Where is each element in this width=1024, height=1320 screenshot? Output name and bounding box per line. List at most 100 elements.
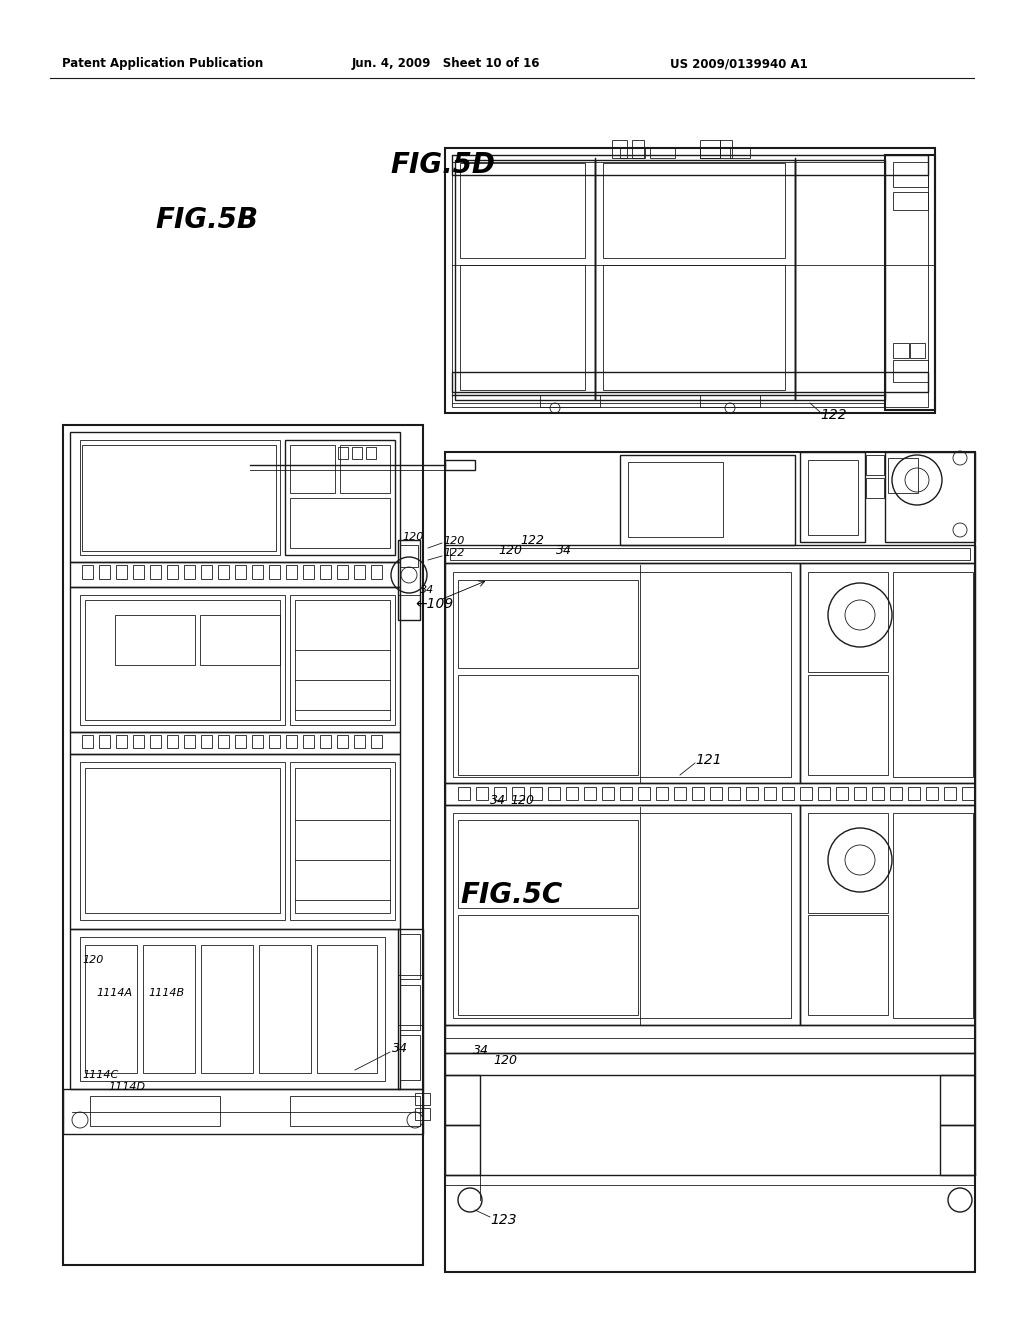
Bar [63, 1089, 423, 1134]
Bar [926, 787, 938, 800]
Bar [259, 945, 311, 1073]
Bar [290, 595, 395, 725]
Bar [319, 565, 331, 579]
Text: FIG.5D: FIG.5D [390, 150, 495, 180]
Bar [548, 787, 560, 800]
Bar [99, 565, 110, 579]
Bar [303, 735, 314, 748]
Bar [450, 548, 970, 560]
Bar [800, 451, 865, 543]
Bar [445, 1053, 975, 1074]
Bar [808, 675, 888, 775]
Bar [252, 735, 263, 748]
Bar [455, 160, 595, 400]
Bar [458, 915, 638, 1015]
Text: 34: 34 [473, 1044, 489, 1056]
Bar [458, 579, 638, 668]
Text: 120: 120 [82, 954, 103, 965]
Bar [910, 343, 925, 358]
Bar [603, 265, 785, 389]
Bar [70, 562, 400, 587]
Text: 122: 122 [820, 408, 847, 422]
Bar [650, 148, 675, 158]
Bar [452, 154, 928, 407]
Bar [371, 735, 382, 748]
Bar [286, 735, 297, 748]
Bar [808, 459, 858, 535]
Bar [286, 565, 297, 579]
Bar [888, 458, 918, 492]
Bar [628, 462, 723, 537]
Bar [674, 787, 686, 800]
Bar [728, 787, 740, 800]
Bar [746, 787, 758, 800]
Bar [80, 937, 385, 1081]
Text: 120: 120 [402, 532, 423, 543]
Bar [620, 148, 645, 158]
Bar [70, 733, 400, 754]
Bar [80, 595, 285, 725]
Bar [764, 787, 776, 800]
Bar [893, 162, 928, 187]
Bar [290, 498, 390, 548]
Bar [494, 787, 506, 800]
Bar [85, 601, 280, 719]
Bar [133, 735, 144, 748]
Bar [512, 787, 524, 800]
Bar [700, 395, 760, 407]
Bar [530, 787, 542, 800]
Text: Patent Application Publication: Patent Application Publication [62, 58, 263, 70]
Bar [70, 754, 400, 929]
Bar [116, 565, 127, 579]
Bar [452, 154, 928, 176]
Bar [782, 787, 794, 800]
Bar [398, 929, 423, 1089]
Text: 122: 122 [443, 548, 464, 558]
Bar [893, 360, 928, 381]
Bar [445, 783, 975, 805]
Bar [795, 160, 885, 400]
Bar [82, 445, 276, 550]
Bar [366, 447, 376, 459]
Bar [893, 191, 928, 210]
Bar [700, 140, 720, 158]
Text: 1114A: 1114A [96, 987, 132, 998]
Bar [445, 564, 800, 783]
Bar [808, 915, 888, 1015]
Text: ←109: ←109 [415, 597, 454, 611]
Bar [800, 805, 975, 1026]
Bar [354, 565, 365, 579]
Bar [400, 1035, 420, 1080]
Text: 1114C: 1114C [82, 1071, 118, 1080]
Text: 123: 123 [490, 1213, 517, 1228]
Bar [269, 565, 280, 579]
Bar [133, 565, 144, 579]
Bar [458, 787, 470, 800]
Bar [415, 1093, 430, 1105]
Bar [885, 154, 935, 411]
Bar [476, 787, 488, 800]
Bar [854, 787, 866, 800]
Bar [295, 601, 390, 719]
Bar [453, 813, 791, 1018]
Bar [184, 565, 195, 579]
Bar [317, 945, 377, 1073]
Bar [800, 564, 975, 783]
Bar [730, 148, 750, 158]
Bar [445, 451, 975, 1272]
Text: 120: 120 [493, 1053, 517, 1067]
Bar [638, 787, 650, 800]
Bar [319, 735, 331, 748]
Bar [885, 451, 975, 543]
Bar [818, 787, 830, 800]
Bar [371, 565, 382, 579]
Bar [612, 140, 627, 158]
Bar [184, 735, 195, 748]
Bar [460, 265, 585, 389]
Bar [603, 162, 785, 257]
Bar [445, 1026, 975, 1053]
Bar [808, 813, 888, 913]
Bar [720, 140, 732, 158]
Bar [85, 945, 137, 1073]
Bar [400, 985, 420, 1030]
